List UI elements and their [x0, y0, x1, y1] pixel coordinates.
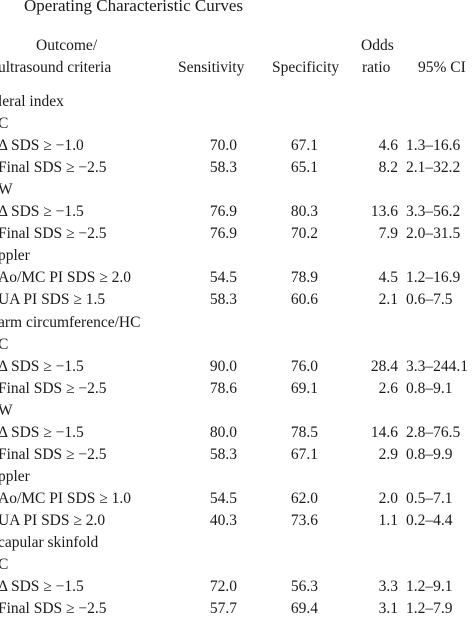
specificity: 67.1 [290, 445, 318, 463]
odds-ratio: 8.2 [378, 159, 398, 177]
section-label: arm circumference/HC [0, 313, 141, 331]
ci: 3.3–244.1 [406, 357, 468, 375]
ci: 3.3–56.2 [406, 203, 461, 221]
header-outcome: Outcome/ [36, 37, 98, 54]
specificity: 73.6 [290, 511, 318, 529]
section-label: C [0, 335, 9, 353]
header-specificity: Specificity [272, 59, 340, 76]
row-label: Ao/MC PI SDS ≥ 1.0 [0, 489, 131, 507]
header-ci: 95% CI [418, 59, 466, 76]
sensitivity: 90.0 [209, 357, 237, 375]
row-label: Final SDS ≥ −2.5 [0, 225, 107, 243]
row-label: Final SDS ≥ −2.5 [0, 445, 107, 463]
sensitivity: 58.3 [209, 445, 237, 463]
specificity: 78.9 [290, 269, 318, 287]
table-title: Operating Characteristic Curves [24, 0, 244, 15]
ci: 0.2–4.4 [406, 511, 453, 529]
odds-ratio: 2.0 [378, 489, 398, 507]
ci: 1.2–9.1 [406, 578, 453, 596]
ci: 2.8–76.5 [406, 423, 461, 441]
ci: 0.8–9.1 [406, 379, 453, 397]
row-label: Final SDS ≥ −2.5 [0, 600, 107, 618]
sensitivity: 70.0 [209, 137, 237, 155]
sensitivity: 54.5 [209, 489, 237, 507]
odds-ratio: 28.4 [370, 357, 398, 375]
ci: 0.5–7.1 [406, 489, 453, 507]
row-label: Final SDS ≥ −2.5 [0, 159, 107, 177]
header-outcome: ultrasound criteria [0, 59, 112, 76]
odds-ratio: 2.9 [378, 445, 398, 463]
section-label: W [0, 401, 13, 419]
header-sensitivity: Sensitivity [178, 59, 245, 76]
section-label: leral index [0, 93, 64, 110]
ci: 0.8–9.9 [406, 445, 453, 463]
sensitivity: 57.7 [209, 600, 237, 618]
specificity: 70.2 [290, 225, 318, 243]
sensitivity: 54.5 [209, 269, 237, 287]
odds-ratio: 2.6 [378, 379, 398, 397]
header-odds: ratio [362, 59, 391, 76]
specificity: 65.1 [290, 159, 318, 177]
specificity: 69.4 [290, 600, 318, 618]
ci: 0.6–7.5 [406, 291, 453, 309]
ci: 1.3–16.6 [406, 137, 461, 155]
sensitivity: 76.9 [209, 225, 237, 243]
row-label: UA PI SDS ≥ 2.0 [0, 511, 106, 529]
odds-ratio: 13.6 [370, 203, 398, 221]
odds-ratio: 1.1 [378, 511, 398, 529]
sensitivity: 78.6 [209, 379, 237, 397]
ci: 1.2–16.9 [406, 269, 461, 287]
section-label: W [0, 181, 13, 199]
row-label: Ao/MC PI SDS ≥ 2.0 [0, 269, 131, 287]
odds-ratio: 3.1 [378, 600, 398, 618]
odds-ratio: 7.9 [378, 225, 398, 243]
sensitivity: 58.3 [209, 159, 237, 177]
specificity: 60.6 [290, 291, 318, 309]
specificity: 62.0 [290, 489, 318, 507]
odds-ratio: 2.1 [378, 291, 398, 309]
sensitivity: 72.0 [209, 578, 237, 596]
specificity: 78.5 [290, 423, 318, 441]
specificity: 80.3 [290, 203, 318, 221]
sensitivity: 80.0 [209, 423, 237, 441]
row-label: Final SDS ≥ −2.5 [0, 379, 107, 397]
specificity: 69.1 [290, 379, 318, 397]
sensitivity: 76.9 [209, 203, 237, 221]
sensitivity: 40.3 [209, 511, 237, 529]
section-label: capular skinfold [0, 534, 99, 551]
ci: 2.0–31.5 [406, 225, 461, 243]
ci: 1.2–7.9 [406, 600, 453, 618]
row-label: Δ SDS ≥ −1.5 [0, 203, 84, 221]
odds-ratio: 4.5 [378, 269, 398, 287]
row-label: Δ SDS ≥ −1.0 [0, 137, 84, 155]
section-label: ppler [0, 467, 30, 485]
odds-ratio: 4.6 [378, 137, 398, 155]
ci: 2.1–32.2 [406, 159, 461, 177]
specificity: 67.1 [290, 137, 318, 155]
row-label: Δ SDS ≥ −1.5 [0, 357, 84, 375]
specificity: 76.0 [290, 357, 318, 375]
row-label: Δ SDS ≥ −1.5 [0, 423, 84, 441]
section-label: C [0, 556, 9, 574]
header-odds: Odds [361, 37, 394, 54]
row-label: UA PI SDS ≥ 1.5 [0, 291, 106, 309]
row-label: Δ SDS ≥ −1.5 [0, 578, 84, 596]
section-label: ppler [0, 247, 30, 265]
section-label: C [0, 115, 9, 133]
sensitivity: 58.3 [209, 291, 237, 309]
odds-ratio: 3.3 [378, 578, 398, 596]
odds-ratio: 14.6 [370, 423, 398, 441]
specificity: 56.3 [290, 578, 318, 596]
